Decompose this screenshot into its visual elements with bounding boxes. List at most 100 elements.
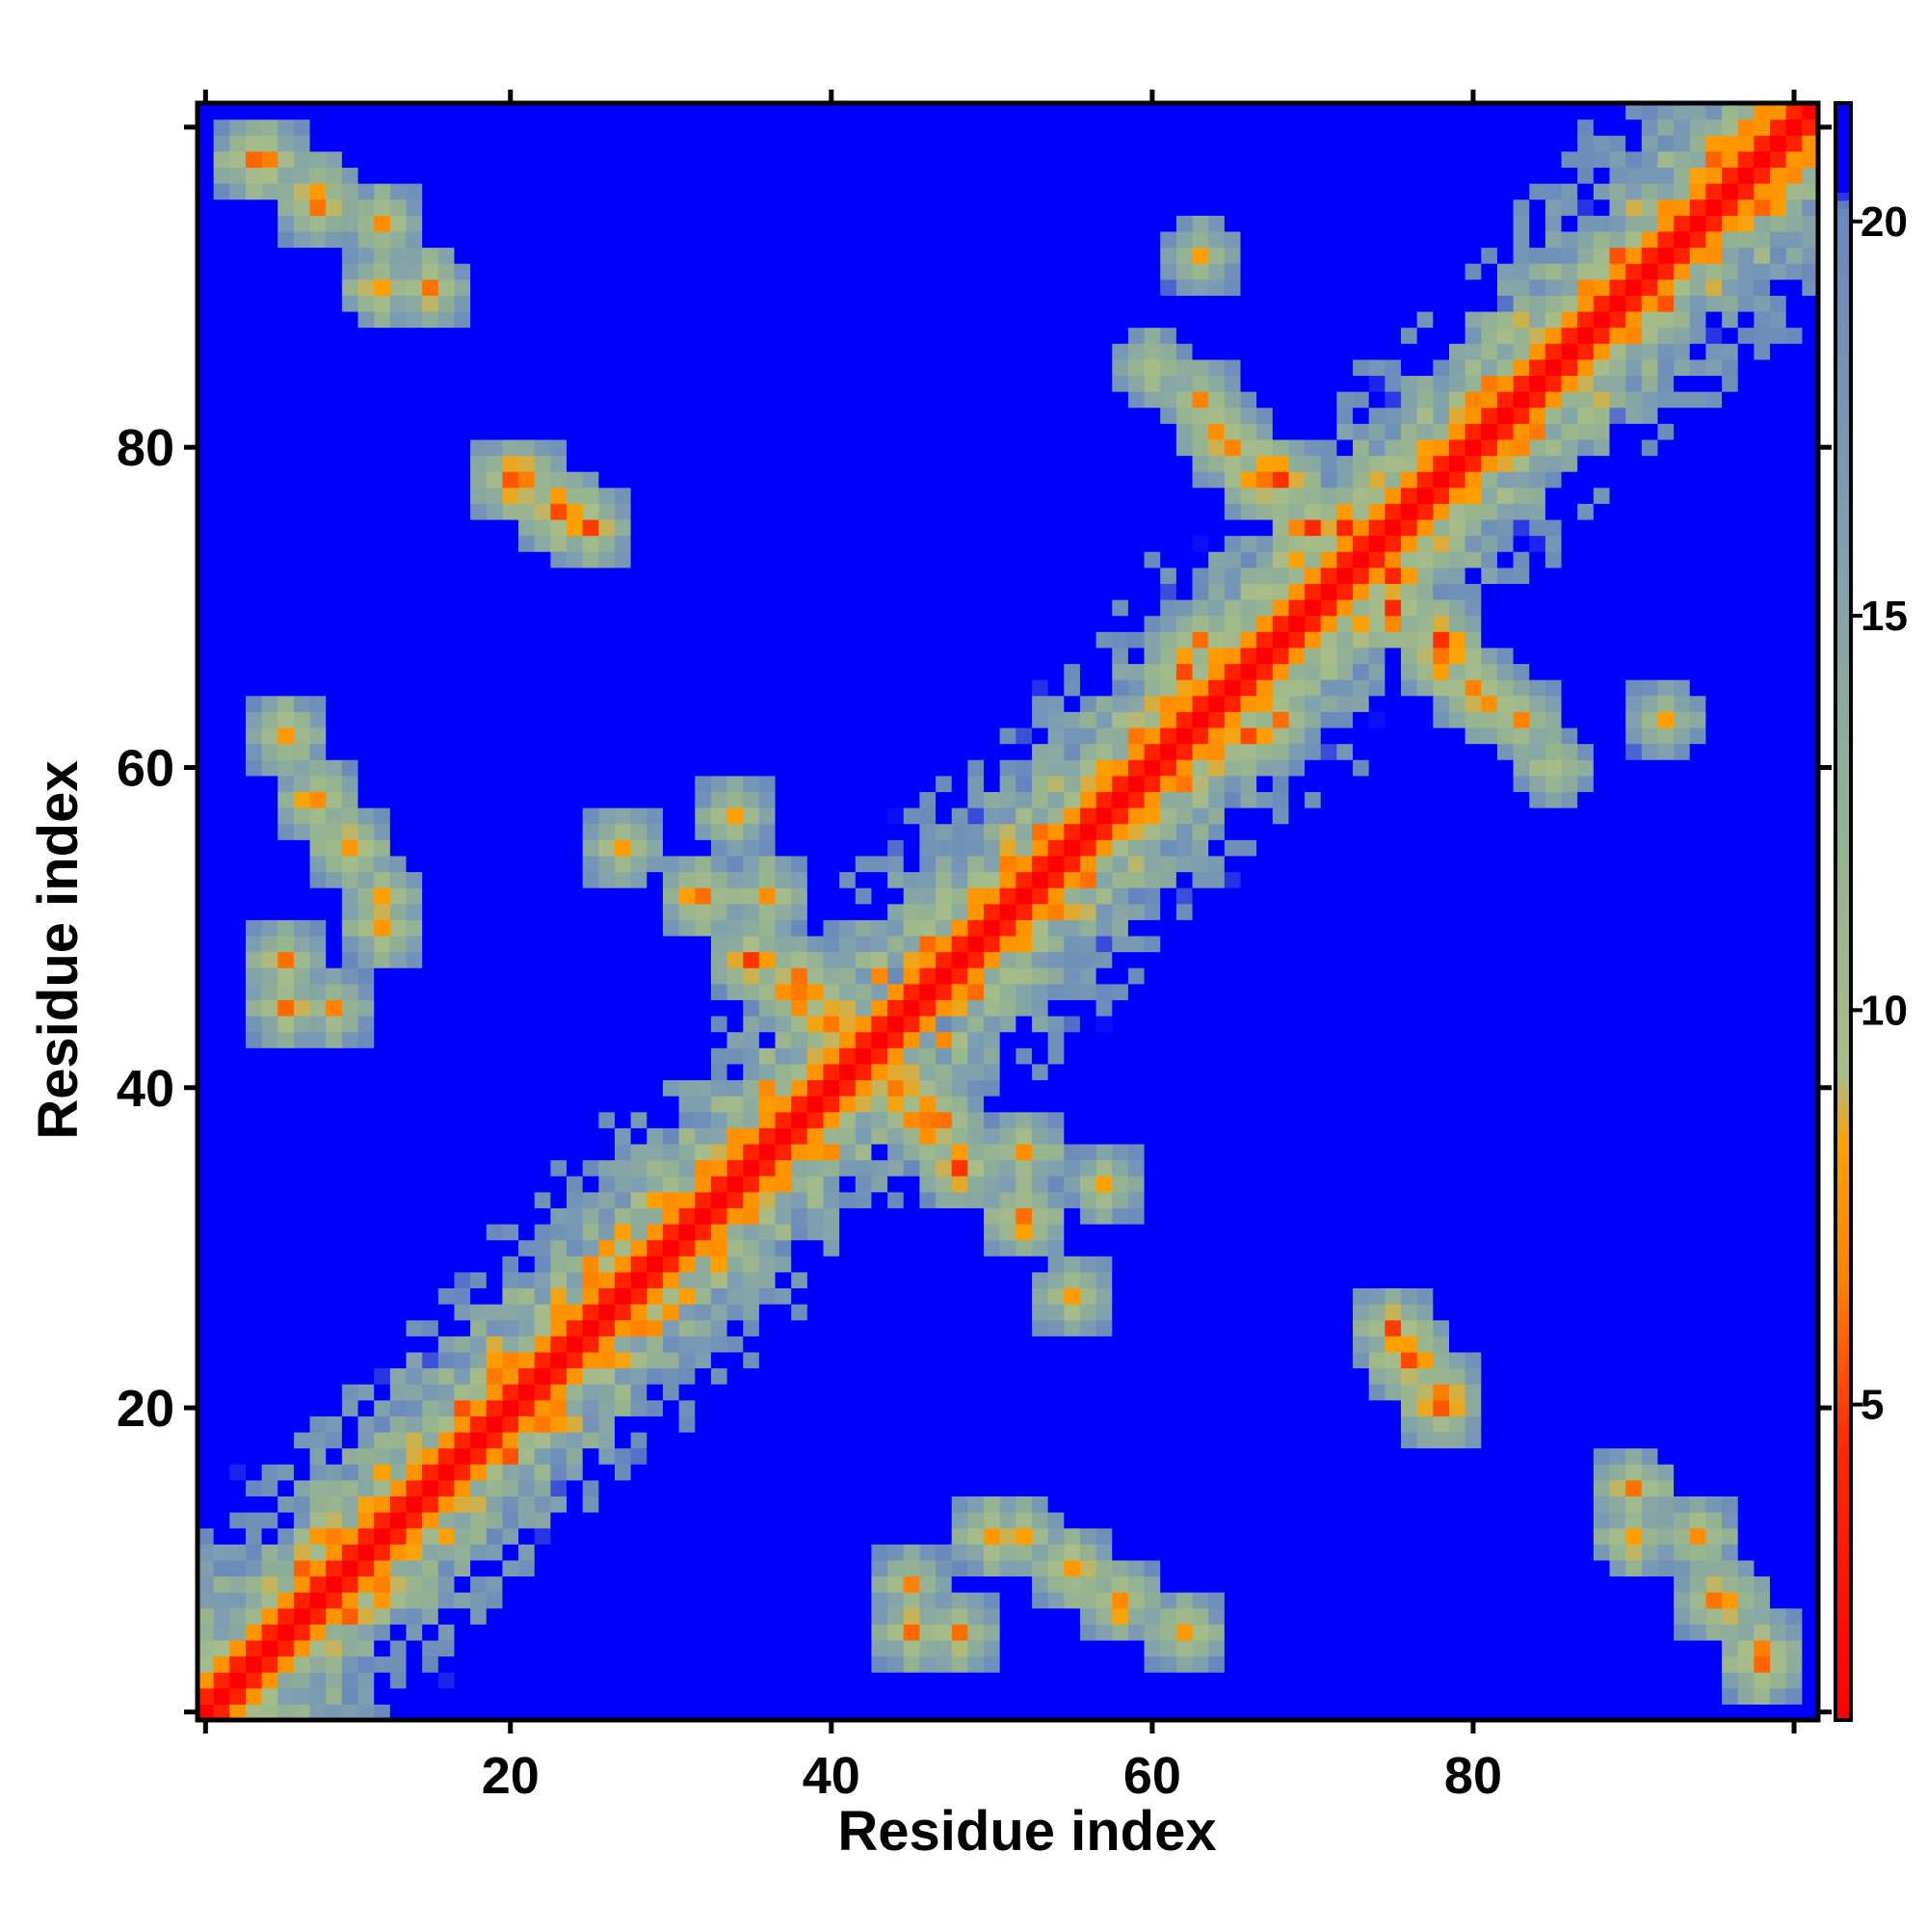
heatmap-cell	[630, 198, 647, 216]
heatmap-cell	[758, 103, 777, 120]
heatmap-cell	[277, 1176, 295, 1193]
heatmap-cell	[871, 310, 888, 329]
heatmap-cell	[550, 743, 568, 760]
heatmap-cell	[422, 1607, 439, 1625]
heatmap-cell	[903, 1559, 920, 1577]
heatmap-cell	[630, 423, 647, 440]
heatmap-cell	[984, 1431, 1001, 1449]
heatmap-cell	[726, 935, 744, 953]
heatmap-cell	[518, 375, 536, 392]
heatmap-cell	[919, 887, 937, 905]
heatmap-cell	[518, 1607, 536, 1625]
heatmap-cell	[758, 1143, 777, 1161]
heatmap-cell	[454, 215, 471, 232]
heatmap-cell	[389, 278, 408, 296]
heatmap-cell	[936, 1336, 953, 1353]
heatmap-cell	[406, 935, 423, 953]
heatmap-cell	[630, 1607, 647, 1625]
heatmap-cell	[630, 1367, 647, 1385]
heatmap-cell	[967, 471, 985, 489]
heatmap-cell	[839, 518, 857, 537]
heatmap-cell	[839, 135, 857, 152]
heatmap-cell	[614, 1031, 632, 1048]
heatmap-cell	[871, 215, 888, 232]
heatmap-cell	[502, 823, 519, 840]
heatmap-cell	[374, 983, 391, 1000]
heatmap-cell	[213, 1512, 230, 1529]
heatmap-cell	[630, 695, 647, 712]
heatmap-cell	[406, 375, 423, 392]
heatmap-cell	[567, 1687, 584, 1705]
heatmap-cell	[726, 119, 744, 136]
heatmap-cell	[710, 759, 728, 777]
heatmap-cell	[550, 903, 568, 920]
heatmap-cell	[887, 567, 905, 585]
heatmap-cell	[710, 503, 728, 520]
heatmap-cell	[261, 135, 278, 152]
heatmap-cell	[213, 295, 230, 312]
heatmap-cell	[213, 1336, 230, 1353]
heatmap-cell	[919, 1672, 937, 1689]
heatmap-cell	[341, 310, 359, 329]
heatmap-cell	[855, 1527, 873, 1545]
heatmap-cell	[502, 150, 519, 169]
heatmap-cell	[277, 310, 295, 329]
heatmap-cell	[662, 1079, 680, 1097]
heatmap-cell	[213, 631, 230, 648]
heatmap-cell	[855, 1063, 873, 1081]
heatmap-cell	[598, 1384, 616, 1401]
heatmap-cell	[534, 711, 551, 728]
heatmap-cell	[293, 423, 311, 440]
heatmap-cell	[614, 1191, 632, 1208]
heatmap-cell	[502, 983, 519, 1000]
heatmap-cell	[791, 695, 808, 712]
heatmap-cell	[406, 1559, 423, 1577]
heatmap-cell	[534, 935, 551, 953]
heatmap-cell	[743, 1672, 760, 1689]
heatmap-cell	[775, 327, 792, 344]
heatmap-cell	[630, 1063, 647, 1081]
heatmap-cell	[534, 230, 551, 249]
heatmap-cell	[309, 743, 327, 760]
heatmap-cell	[422, 1479, 439, 1496]
heatmap-cell	[550, 1176, 568, 1193]
heatmap-cell	[229, 1384, 247, 1401]
heatmap-cell	[630, 295, 647, 312]
heatmap-cell	[534, 1336, 551, 1353]
heatmap-cell	[213, 855, 230, 873]
heatmap-cell	[598, 1592, 616, 1609]
heatmap-cell	[758, 695, 777, 712]
heatmap-cell	[839, 1416, 857, 1433]
heatmap-cell	[293, 1207, 311, 1225]
heatmap-cell	[806, 1479, 825, 1496]
heatmap-cell	[502, 935, 519, 953]
heatmap-cell	[823, 198, 840, 216]
heatmap-cell	[534, 567, 551, 585]
heatmap-cell	[743, 1143, 760, 1161]
heatmap-cell	[389, 1047, 408, 1065]
heatmap-cell	[229, 1687, 247, 1705]
heatmap-cell	[791, 1336, 808, 1353]
heatmap-cell	[823, 1639, 840, 1657]
heatmap-cell	[422, 903, 439, 920]
heatmap-cell	[486, 1047, 504, 1065]
heatmap-cell	[550, 487, 568, 504]
heatmap-cell	[839, 327, 857, 344]
heatmap-cell	[630, 1672, 647, 1689]
heatmap-cell	[229, 935, 247, 953]
heatmap-cell	[695, 1031, 712, 1048]
heatmap-cell	[374, 1063, 391, 1081]
heatmap-cell	[951, 1559, 968, 1577]
heatmap-cell	[309, 663, 327, 680]
heatmap-cell	[422, 1431, 439, 1449]
heatmap-cell	[967, 358, 985, 377]
heatmap-cell	[293, 1304, 311, 1321]
heatmap-cell	[743, 615, 760, 632]
heatmap-cell	[775, 903, 792, 920]
heatmap-cell	[919, 567, 937, 585]
heatmap-cell	[454, 999, 471, 1017]
heatmap-cell	[951, 583, 968, 600]
heatmap-cell	[871, 487, 888, 504]
heatmap-cell	[726, 1079, 744, 1097]
heatmap-cell	[245, 1096, 263, 1113]
